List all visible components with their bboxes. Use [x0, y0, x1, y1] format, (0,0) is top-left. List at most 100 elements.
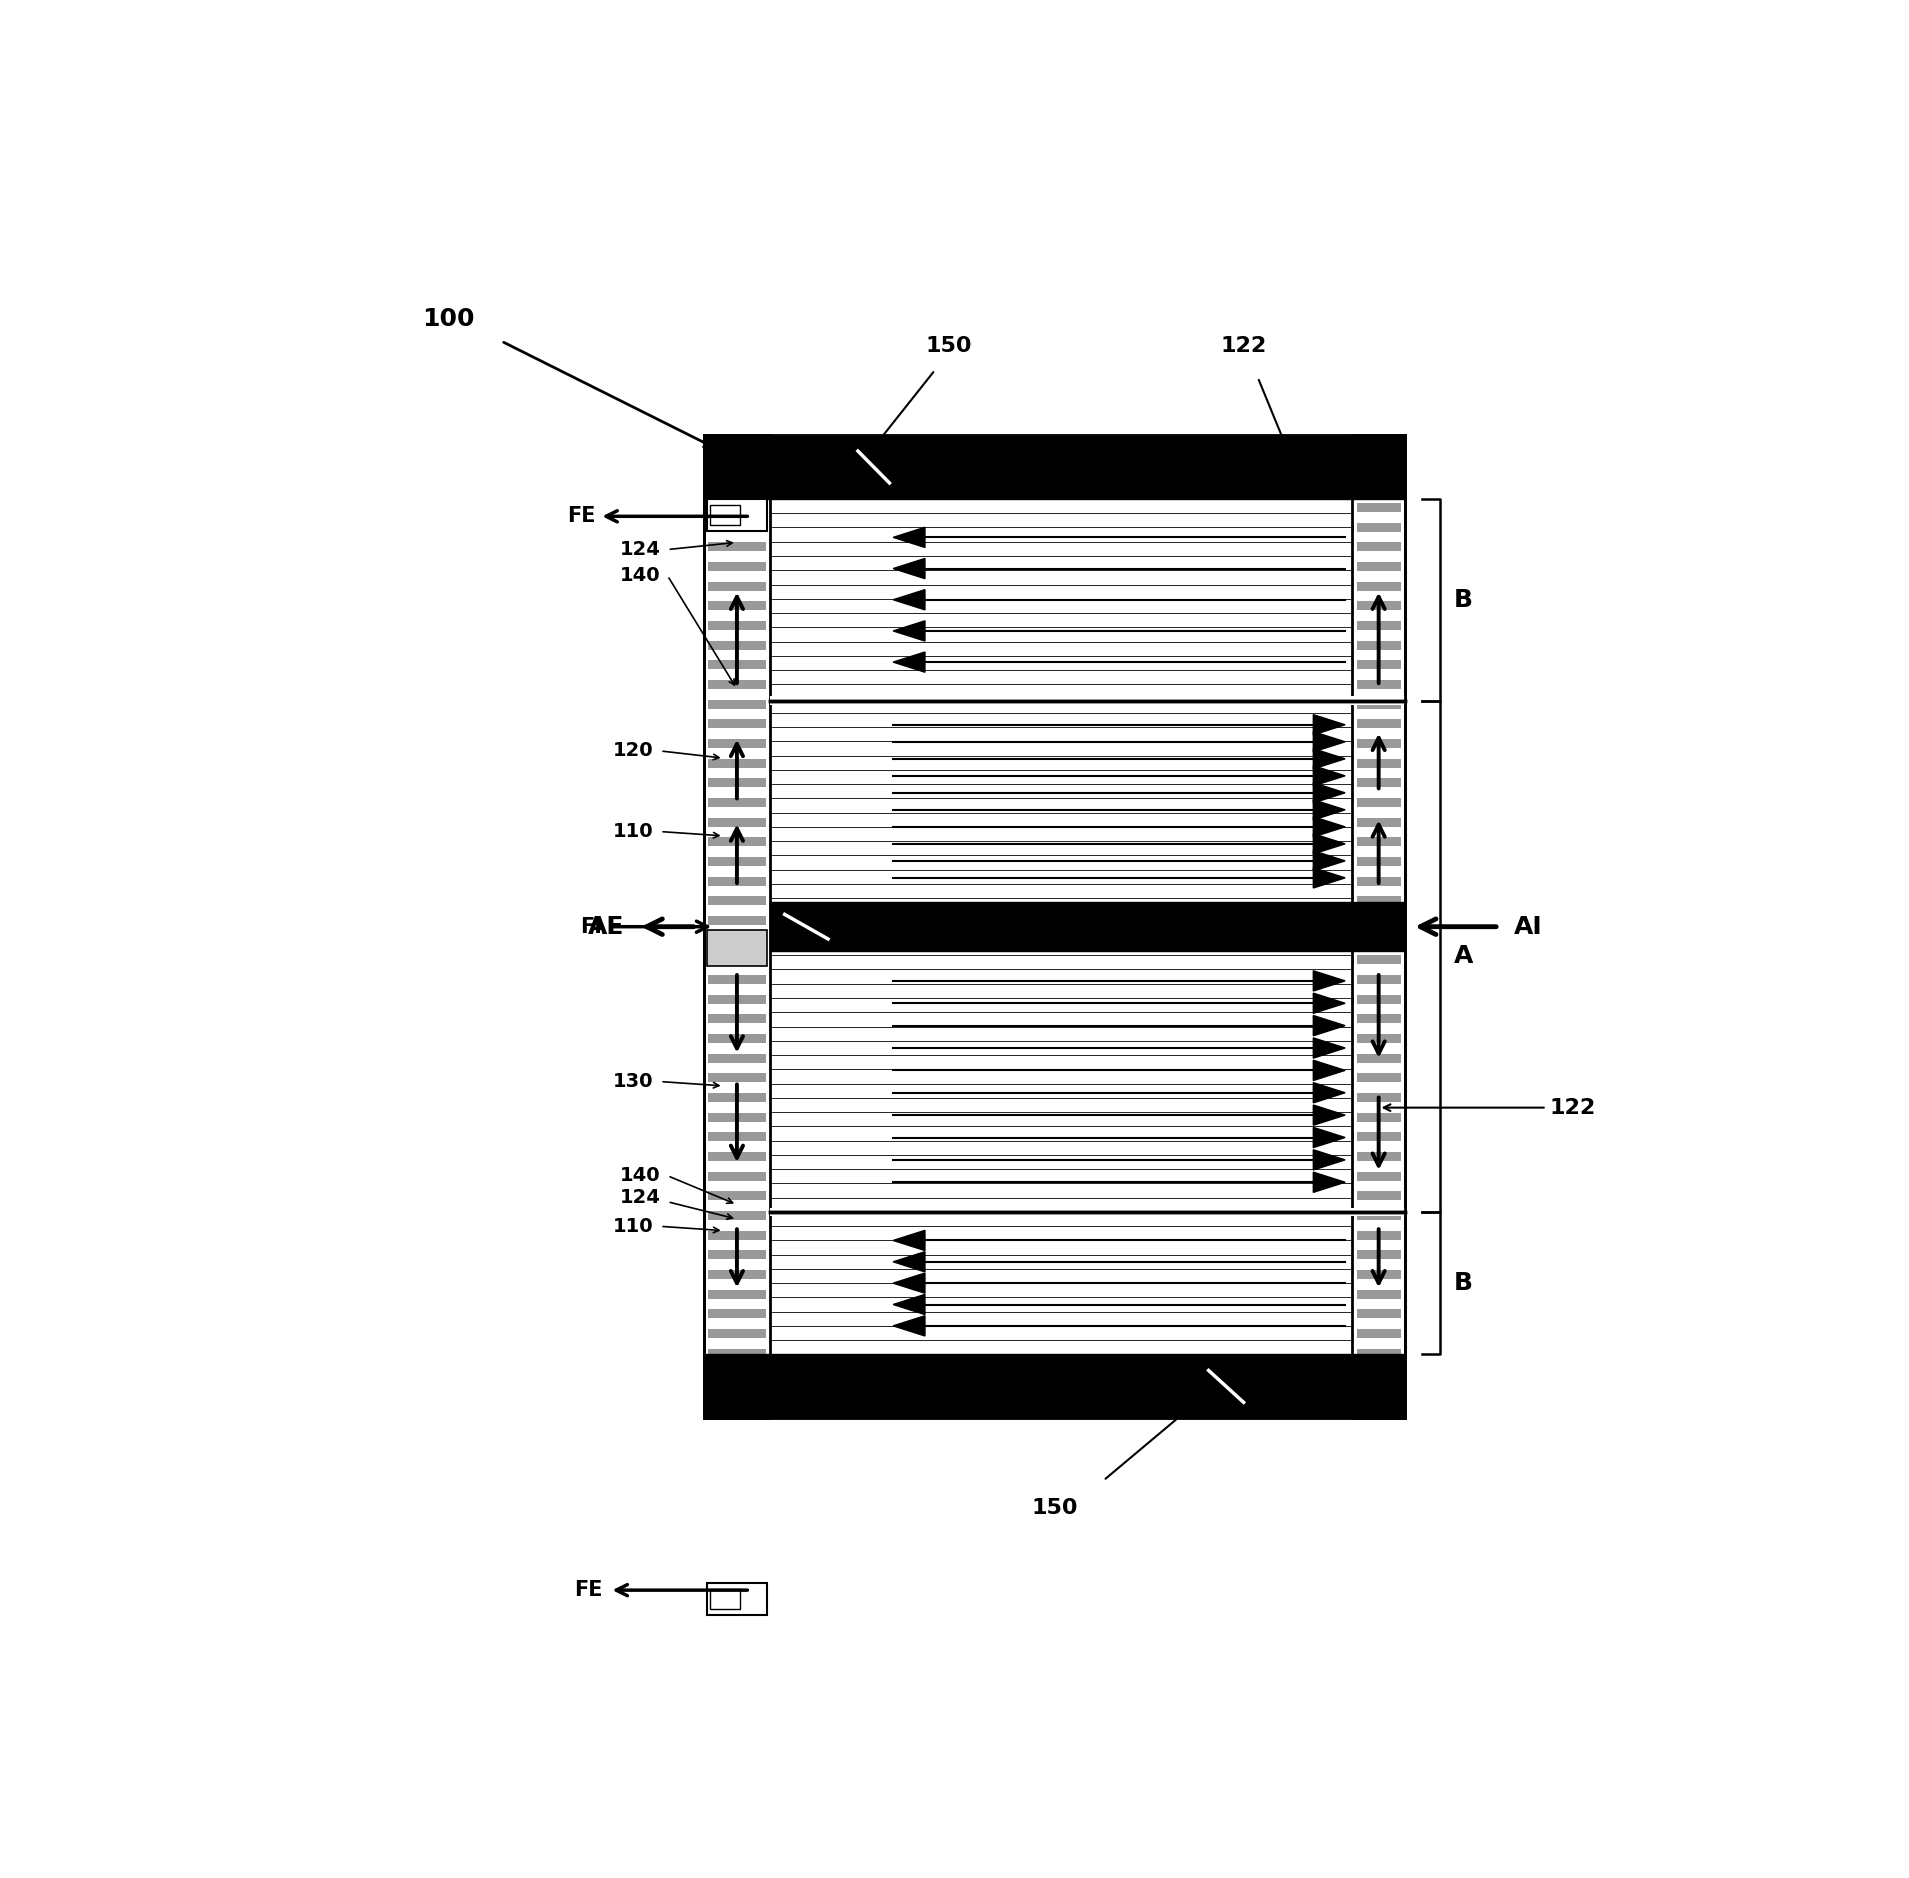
Polygon shape: [1313, 1016, 1346, 1037]
Bar: [710, 505, 741, 526]
Polygon shape: [1313, 716, 1346, 734]
Bar: [1357, 759, 1401, 768]
Bar: [1357, 622, 1401, 629]
Bar: [710, 1589, 741, 1609]
Bar: [1357, 1369, 1401, 1377]
Bar: [708, 1369, 766, 1377]
Bar: [708, 1093, 766, 1102]
Polygon shape: [1313, 1149, 1346, 1170]
Bar: [1357, 1388, 1401, 1397]
Bar: [1357, 1074, 1401, 1082]
Polygon shape: [1313, 783, 1346, 804]
Bar: [708, 661, 766, 669]
Polygon shape: [1313, 993, 1346, 1014]
Bar: [1357, 896, 1401, 905]
Bar: [708, 1151, 766, 1161]
Bar: [708, 443, 766, 453]
Bar: [1357, 856, 1401, 866]
Bar: [1357, 1114, 1401, 1121]
Bar: [708, 1230, 766, 1239]
Text: 150: 150: [1031, 1499, 1077, 1517]
Bar: [706, 930, 767, 965]
Bar: [708, 856, 766, 866]
Text: 110: 110: [613, 1217, 653, 1236]
Polygon shape: [1313, 766, 1346, 785]
Bar: [1357, 975, 1401, 984]
Text: 140: 140: [620, 565, 661, 586]
Bar: [708, 483, 766, 492]
Bar: [708, 503, 766, 513]
Bar: [1357, 1330, 1401, 1337]
Bar: [1357, 562, 1401, 571]
Bar: [1357, 995, 1401, 1003]
Bar: [1357, 916, 1401, 926]
Polygon shape: [1313, 732, 1346, 751]
Bar: [1357, 719, 1401, 729]
Bar: [1357, 1172, 1401, 1181]
Bar: [1357, 740, 1401, 747]
Bar: [708, 1035, 766, 1042]
Bar: [708, 896, 766, 905]
Bar: [1357, 1035, 1401, 1042]
Bar: [1357, 443, 1401, 453]
Bar: [708, 543, 766, 552]
Bar: [1357, 464, 1401, 473]
Bar: [1357, 582, 1401, 590]
Bar: [708, 798, 766, 808]
Bar: [1357, 935, 1401, 945]
Bar: [1357, 1054, 1401, 1063]
Bar: [1357, 1348, 1401, 1358]
Text: 124: 124: [619, 541, 661, 560]
Polygon shape: [1313, 1061, 1346, 1080]
Bar: [706, 1583, 767, 1615]
Bar: [708, 995, 766, 1003]
Bar: [708, 1172, 766, 1181]
Bar: [708, 1330, 766, 1337]
Text: 124: 124: [619, 1189, 661, 1208]
Bar: [708, 640, 766, 650]
Bar: [708, 601, 766, 610]
Bar: [708, 1348, 766, 1358]
Bar: [769, 500, 1352, 1354]
Text: 110: 110: [613, 823, 653, 841]
Text: FI: FI: [580, 916, 603, 937]
Bar: [708, 464, 766, 473]
Polygon shape: [1313, 1082, 1346, 1102]
Bar: [708, 1408, 766, 1416]
Text: 130: 130: [613, 1072, 653, 1091]
Bar: [708, 817, 766, 826]
Polygon shape: [1313, 749, 1346, 768]
Bar: [1357, 798, 1401, 808]
Text: 150: 150: [926, 336, 972, 355]
Bar: [708, 700, 766, 708]
Bar: [704, 436, 769, 1418]
Bar: [708, 1191, 766, 1200]
Bar: [1357, 1251, 1401, 1260]
Text: B: B: [1455, 1271, 1474, 1296]
Text: 120: 120: [613, 742, 653, 761]
Bar: [1352, 436, 1405, 1418]
Polygon shape: [893, 622, 926, 640]
Bar: [708, 1054, 766, 1063]
Polygon shape: [1313, 817, 1346, 838]
Bar: [1357, 1191, 1401, 1200]
Polygon shape: [1313, 851, 1346, 871]
Polygon shape: [1313, 1039, 1346, 1057]
Polygon shape: [1313, 1127, 1346, 1147]
Bar: [708, 1309, 766, 1318]
Bar: [1357, 1132, 1401, 1142]
Bar: [1357, 838, 1401, 847]
Polygon shape: [893, 1251, 926, 1271]
Bar: [1357, 680, 1401, 689]
Polygon shape: [893, 1294, 926, 1315]
Bar: [1357, 1211, 1401, 1221]
Bar: [1357, 1309, 1401, 1318]
Bar: [1357, 483, 1401, 492]
Bar: [708, 582, 766, 590]
Bar: [708, 1211, 766, 1221]
Bar: [708, 680, 766, 689]
Bar: [1357, 1290, 1401, 1298]
Bar: [704, 1354, 1405, 1418]
Bar: [708, 777, 766, 787]
Polygon shape: [1313, 1172, 1346, 1193]
